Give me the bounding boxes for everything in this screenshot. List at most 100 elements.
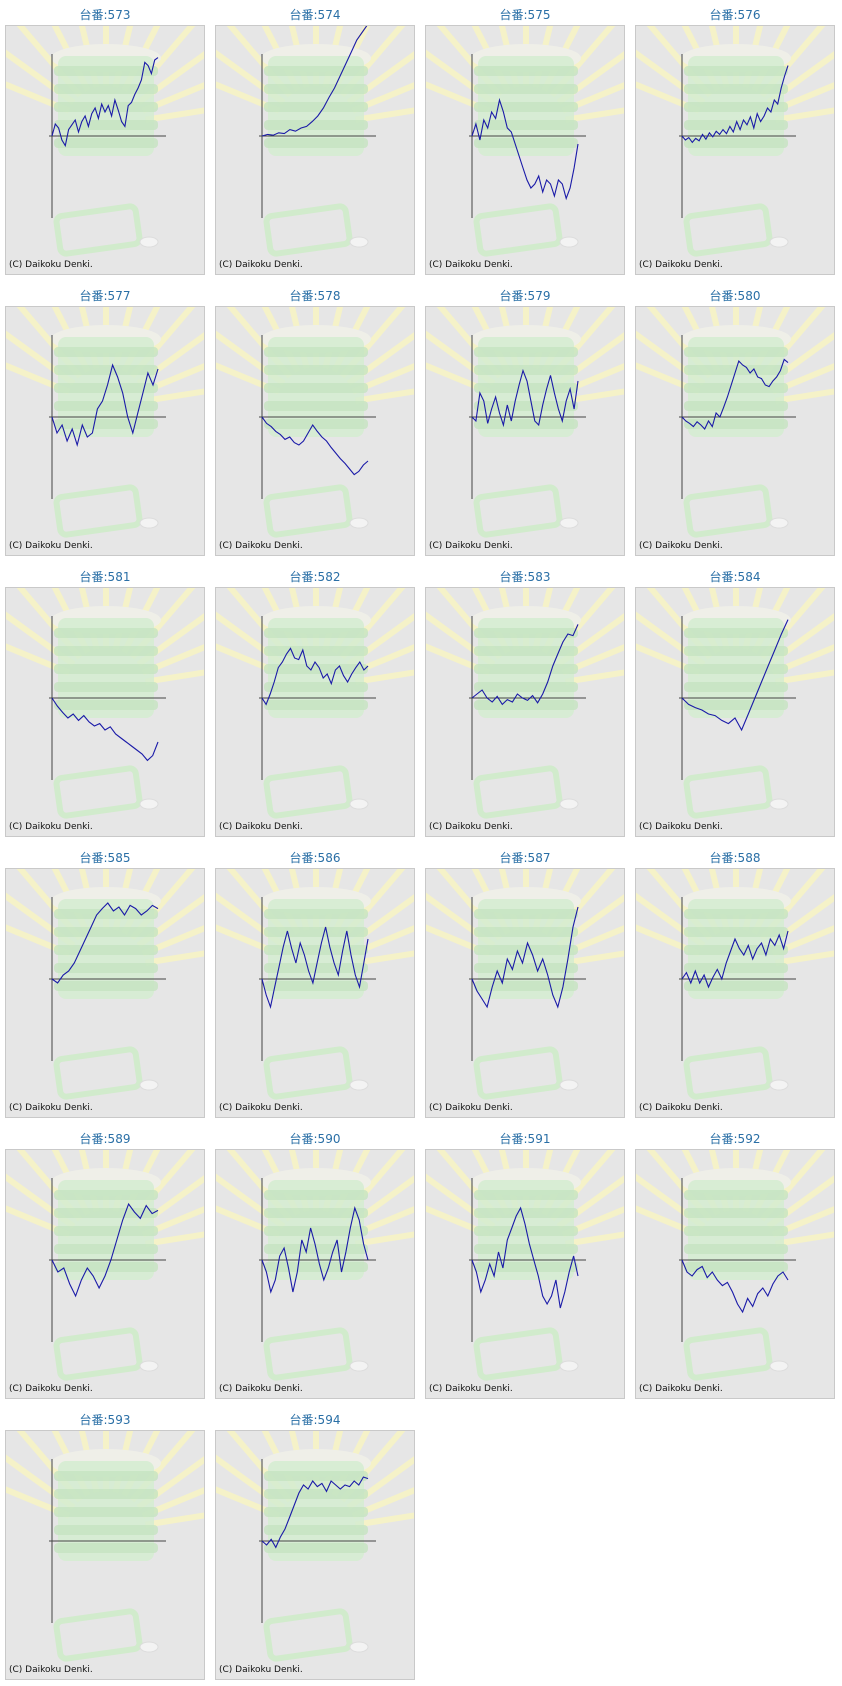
slump-graph bbox=[426, 307, 624, 538]
series-line bbox=[51, 902, 159, 984]
tray-decoration bbox=[683, 484, 773, 538]
tray-decoration bbox=[473, 484, 563, 538]
reel-band-decoration bbox=[264, 1226, 368, 1236]
slot-machine-rays-watermark bbox=[6, 869, 204, 1100]
reel-band-decoration bbox=[474, 1190, 578, 1200]
ray-decoration bbox=[351, 363, 414, 395]
machine-title[interactable]: 台番:578 bbox=[289, 289, 341, 303]
coin-decoration bbox=[349, 798, 369, 810]
reel-band-decoration bbox=[54, 1262, 158, 1272]
tray-decoration bbox=[683, 1327, 773, 1381]
machine-title[interactable]: 台番:579 bbox=[499, 289, 551, 303]
ray-decoration bbox=[561, 363, 624, 395]
series-line bbox=[261, 647, 369, 706]
copyright-text: (C) Daikoku Denki. bbox=[219, 1665, 303, 1675]
ray-decoration bbox=[565, 1231, 624, 1247]
series-line bbox=[681, 65, 789, 144]
chart-panel: (C) Daikoku Denki. bbox=[5, 587, 205, 837]
reel-band-decoration bbox=[474, 102, 578, 112]
series-line bbox=[261, 416, 369, 476]
chart-panel: (C) Daikoku Denki. bbox=[5, 868, 205, 1118]
slump-graph bbox=[636, 869, 834, 1100]
reel-band-decoration bbox=[684, 138, 788, 148]
ray-decoration bbox=[351, 1487, 414, 1519]
slump-graph bbox=[216, 1431, 414, 1662]
copyright-text: (C) Daikoku Denki. bbox=[219, 541, 303, 551]
slot-machine-rays-watermark bbox=[426, 26, 624, 257]
ray-decoration bbox=[771, 363, 834, 395]
reel-band-decoration bbox=[474, 981, 578, 991]
coin-decoration bbox=[769, 517, 789, 529]
machine-title[interactable]: 台番:592 bbox=[709, 1132, 761, 1146]
reel-band-decoration bbox=[264, 1543, 368, 1553]
machine-title[interactable]: 台番:581 bbox=[79, 570, 131, 584]
reel-band-decoration bbox=[54, 419, 158, 429]
machine-title[interactable]: 台番:587 bbox=[499, 851, 551, 865]
reel-band-decoration bbox=[54, 628, 158, 638]
ray-decoration bbox=[565, 950, 624, 966]
copyright-text: (C) Daikoku Denki. bbox=[9, 541, 93, 551]
ray-decoration bbox=[141, 644, 204, 676]
ray-decoration bbox=[145, 1512, 204, 1528]
ray-decoration bbox=[145, 950, 204, 966]
machine-title[interactable]: 台番:594 bbox=[289, 1413, 341, 1427]
reel-band-decoration bbox=[474, 84, 578, 94]
reel-band-decoration bbox=[264, 1507, 368, 1517]
machine-title[interactable]: 台番:582 bbox=[289, 570, 341, 584]
ray-decoration bbox=[355, 950, 414, 966]
chart-panel: (C) Daikoku Denki. bbox=[5, 1149, 205, 1399]
tray-decoration bbox=[263, 1327, 353, 1381]
ray-decoration bbox=[351, 1206, 414, 1238]
reel-band-decoration bbox=[54, 401, 158, 411]
coin-decoration bbox=[559, 236, 579, 248]
reel-band-decoration bbox=[474, 383, 578, 393]
slot-machine-rays-watermark bbox=[216, 1431, 414, 1662]
tray-decoration bbox=[53, 1608, 143, 1662]
machine-title[interactable]: 台番:573 bbox=[79, 8, 131, 22]
machine-title[interactable]: 台番:585 bbox=[79, 851, 131, 865]
slot-machine-rays-watermark bbox=[6, 1431, 204, 1662]
reel-band-decoration bbox=[54, 102, 158, 112]
machine-title[interactable]: 台番:591 bbox=[499, 1132, 551, 1146]
machine-title[interactable]: 台番:574 bbox=[289, 8, 341, 22]
ray-decoration bbox=[771, 1206, 834, 1238]
reel-band-decoration bbox=[474, 120, 578, 130]
machine-title[interactable]: 台番:575 bbox=[499, 8, 551, 22]
slump-graph bbox=[6, 588, 204, 819]
slot-machine-rays-watermark bbox=[216, 869, 414, 1100]
machine-title[interactable]: 台番:580 bbox=[709, 289, 761, 303]
slot-machine-rays-watermark bbox=[426, 1150, 624, 1381]
chart-panel: (C) Daikoku Denki. bbox=[215, 868, 415, 1118]
reel-band-decoration bbox=[684, 1262, 788, 1272]
ray-decoration bbox=[565, 107, 624, 123]
reel-band-decoration bbox=[684, 909, 788, 919]
reel-band-decoration bbox=[474, 963, 578, 973]
reel-band-decoration bbox=[684, 347, 788, 357]
reel-band-decoration bbox=[54, 963, 158, 973]
machine-title[interactable]: 台番:576 bbox=[709, 8, 761, 22]
machine-title[interactable]: 台番:589 bbox=[79, 1132, 131, 1146]
machine-title[interactable]: 台番:588 bbox=[709, 851, 761, 865]
reel-band-decoration bbox=[684, 646, 788, 656]
copyright-text: (C) Daikoku Denki. bbox=[9, 260, 93, 270]
slump-graph bbox=[216, 869, 414, 1100]
reel-band-decoration bbox=[684, 84, 788, 94]
chart-panel: (C) Daikoku Denki. bbox=[215, 587, 415, 837]
machine-title[interactable]: 台番:577 bbox=[79, 289, 131, 303]
slot-machine-rays-watermark bbox=[6, 26, 204, 257]
series-line bbox=[261, 26, 368, 137]
coin-decoration bbox=[139, 798, 159, 810]
reel-band-decoration bbox=[54, 909, 158, 919]
reel-band-decoration bbox=[264, 383, 368, 393]
machine-title[interactable]: 台番:586 bbox=[289, 851, 341, 865]
reel-band-decoration bbox=[474, 365, 578, 375]
reel-band-decoration bbox=[264, 401, 368, 411]
reel-band-decoration bbox=[684, 1226, 788, 1236]
machine-title[interactable]: 台番:593 bbox=[79, 1413, 131, 1427]
reel-band-decoration bbox=[54, 1507, 158, 1517]
coin-decoration bbox=[139, 517, 159, 529]
machine-title[interactable]: 台番:590 bbox=[289, 1132, 341, 1146]
machine-title[interactable]: 台番:583 bbox=[499, 570, 551, 584]
machine-title[interactable]: 台番:584 bbox=[709, 570, 761, 584]
ray-decoration bbox=[565, 388, 624, 404]
